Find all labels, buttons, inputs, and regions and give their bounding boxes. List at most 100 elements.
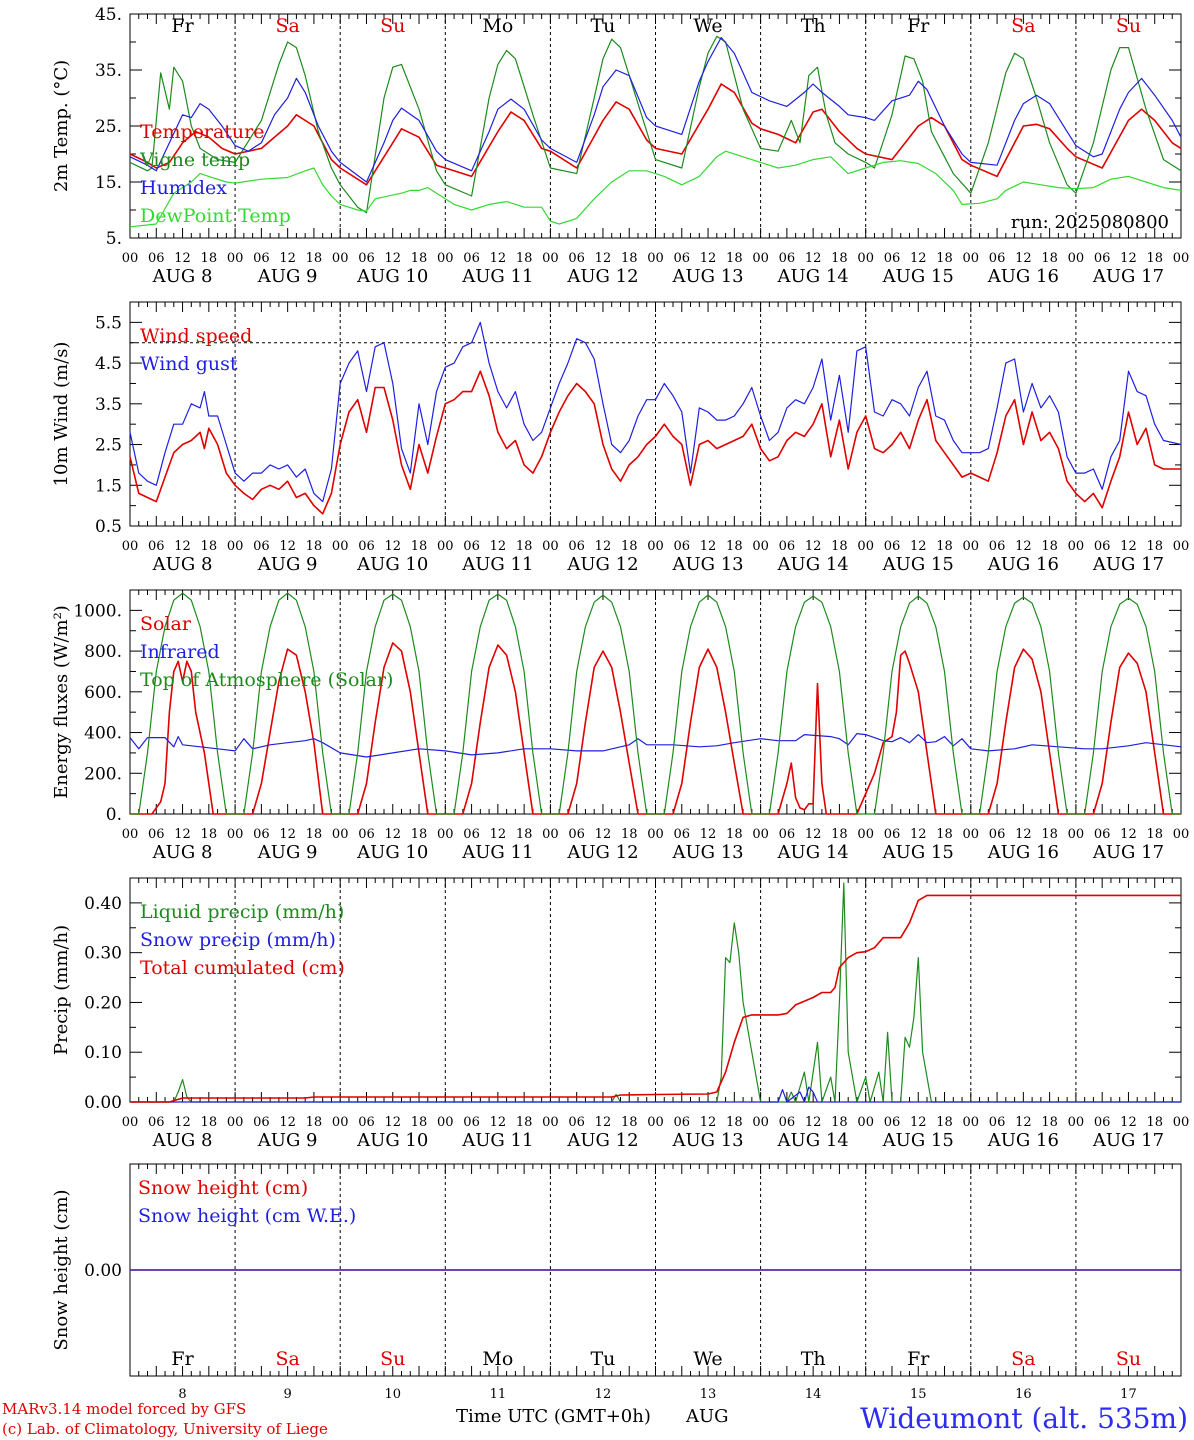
hour-tick-label: 06 [1094,539,1111,554]
y-tick-label: 0.30 [84,944,122,964]
date-label: AUG 12 [566,554,638,575]
y-tick-label: 45. [95,5,122,25]
hour-tick-label: 12 [805,827,822,842]
hour-tick-label: 12 [700,1115,717,1130]
legend-entry: Snow precip (mm/h) [140,929,336,951]
hour-tick-label: 00 [857,1115,874,1130]
series-line-total-cumulated-cm- [130,894,1181,1103]
hour-tick-label: 00 [963,1115,980,1130]
date-label: AUG 16 [987,842,1059,863]
hour-tick-label: 00 [542,251,559,266]
hour-tick-label: 06 [779,1115,796,1130]
date-label: AUG 14 [777,554,849,575]
hour-tick-label: 06 [884,539,901,554]
hour-tick-label: 18 [621,827,638,842]
plot-frame [129,301,1182,527]
y-tick-label: 2.5 [95,436,122,456]
day-of-week-label: Sa [1011,15,1035,37]
y-tick-label: 800. [84,642,122,662]
series-line-top-of-atmosphere-solar- [130,592,1181,815]
day-of-week-label: Sa [1011,1348,1035,1370]
legend-entry: Vigne temp [139,149,250,171]
legend-entry: Snow height (cm) [138,1177,308,1199]
date-label: AUG 10 [356,842,428,863]
hour-tick-label: 00 [752,1115,769,1130]
day-number-label: 17 [1120,1387,1137,1402]
y-tick-label: 200. [84,764,122,784]
date-label: AUG 16 [987,1130,1059,1151]
date-label: AUG 9 [257,266,318,287]
hour-tick-label: 18 [411,827,428,842]
y-tick-label: 400. [84,724,122,744]
hour-tick-label: 00 [1173,1115,1190,1130]
day-of-week-label: Sa [275,1348,299,1370]
hour-tick-label: 06 [1094,1115,1111,1130]
hour-tick-label: 12 [910,539,927,554]
hour-tick-label: 12 [700,539,717,554]
hour-tick-label: 12 [384,539,401,554]
y-axis-title: 2m Temp. (°C) [51,60,72,192]
hour-tick-label: 12 [910,251,927,266]
date-label: AUG 17 [1092,266,1164,287]
y-tick-label: 0. [106,805,122,825]
hour-tick-label: 18 [306,539,323,554]
hour-tick-label: 06 [1094,827,1111,842]
series-line-infrared [129,732,1182,758]
date-label: AUG 11 [461,554,533,575]
y-tick-label: 0.20 [84,993,122,1013]
series-line-dewpoint-temp [129,150,1182,228]
hour-tick-label: 12 [700,251,717,266]
hour-tick-label: 00 [437,1115,454,1130]
y-tick-label: 15. [95,173,122,193]
hour-tick-label: 18 [516,251,533,266]
hour-tick-label: 06 [884,827,901,842]
y-tick-label: 4.5 [95,354,122,374]
hour-tick-label: 00 [752,251,769,266]
hour-tick-label: 12 [1015,1115,1032,1130]
hour-tick-label: 12 [700,827,717,842]
hour-tick-label: 00 [857,251,874,266]
hour-tick-label: 00 [963,827,980,842]
date-label: AUG 10 [356,266,428,287]
hour-tick-label: 00 [1068,1115,1085,1130]
hour-tick-label: 06 [463,251,480,266]
y-axis-title: 10m Wind (m/s) [51,342,72,487]
hour-tick-label: 00 [227,251,244,266]
y-tick-label: 0.5 [95,517,122,537]
hour-tick-label: 06 [779,827,796,842]
hour-tick-label: 12 [174,251,191,266]
x-axis-month: AUG [686,1406,729,1427]
hour-tick-label: 18 [831,1115,848,1130]
hour-tick-label: 00 [542,539,559,554]
hour-tick-label: 18 [621,1115,638,1130]
hour-tick-label: 12 [1120,251,1137,266]
hour-tick-label: 00 [332,539,349,554]
hour-tick-label: 12 [174,827,191,842]
hour-tick-label: 00 [857,539,874,554]
date-label: AUG 15 [882,1130,954,1151]
hour-tick-label: 12 [279,251,296,266]
y-tick-label: 5. [106,229,122,249]
hour-tick-label: 06 [989,251,1006,266]
date-label: AUG 16 [987,554,1059,575]
day-of-week-label: Su [380,15,405,37]
hour-tick-label: 12 [805,1115,822,1130]
date-label: AUG 16 [987,266,1059,287]
hour-tick-label: 18 [516,827,533,842]
y-tick-label: 35. [95,61,122,81]
hour-tick-label: 00 [647,1115,664,1130]
date-label: AUG 15 [882,554,954,575]
day-of-week-label: Fr [907,15,930,37]
day-number-label: 14 [805,1387,822,1402]
hour-tick-label: 00 [647,251,664,266]
hour-tick-label: 12 [490,251,507,266]
date-label: AUG 8 [152,266,213,287]
hour-tick-label: 00 [332,827,349,842]
legend-entry: Solar [140,613,192,635]
date-label: AUG 11 [461,1130,533,1151]
legend-entry: Liquid precip (mm/h) [140,901,344,923]
date-label: AUG 10 [356,1130,428,1151]
hour-tick-label: 06 [884,1115,901,1130]
hour-tick-label: 12 [805,539,822,554]
